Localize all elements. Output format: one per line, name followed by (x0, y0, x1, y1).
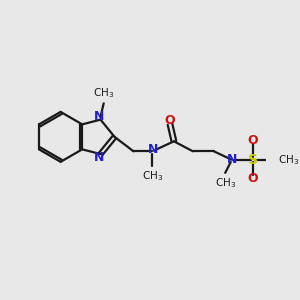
Text: N: N (94, 151, 105, 164)
Text: CH$_3$: CH$_3$ (214, 176, 236, 190)
Text: O: O (248, 172, 258, 185)
Text: O: O (164, 114, 175, 127)
Text: N: N (94, 110, 104, 123)
Text: S: S (248, 153, 258, 167)
Text: N: N (148, 143, 158, 156)
Text: CH$_3$: CH$_3$ (278, 153, 299, 166)
Text: CH$_3$: CH$_3$ (93, 86, 114, 100)
Text: N: N (226, 153, 237, 166)
Text: CH$_3$: CH$_3$ (142, 169, 163, 183)
Text: O: O (248, 134, 258, 147)
